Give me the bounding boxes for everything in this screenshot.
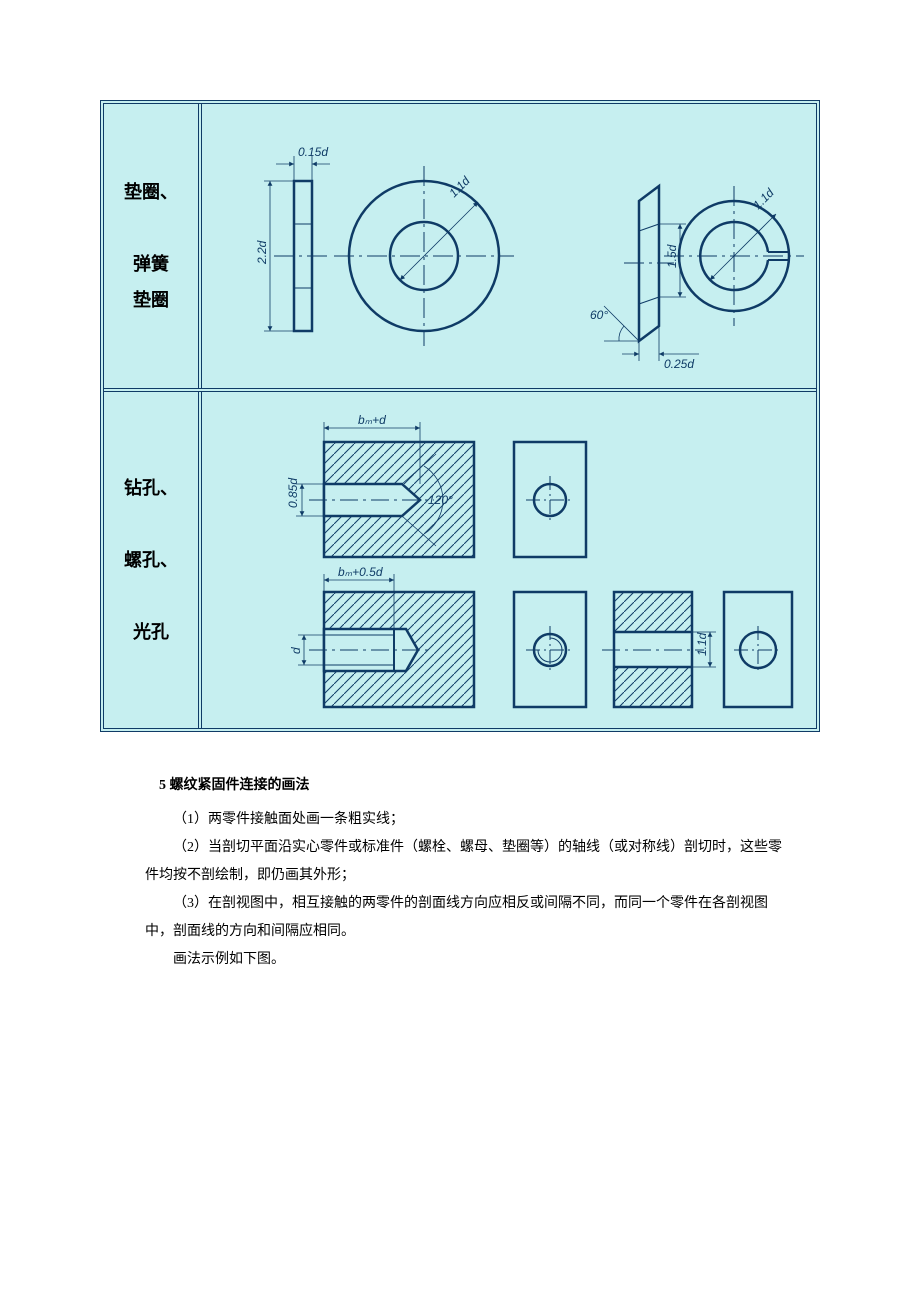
section-title: 5 螺纹紧固件连接的画法 [145, 772, 790, 800]
rule-1: （1）两零件接触面处画一条粗实线； [145, 806, 790, 834]
dim-drill-depth: bₘ+d [358, 413, 386, 427]
dim-tap-depth: bₘ+0.5d [338, 565, 383, 579]
technical-figure: 垫圈、 弹簧 垫圈 [100, 100, 820, 732]
figure-body-holes: bₘ+d 120° 0.85d [202, 392, 816, 728]
washer-svg: 0.15d 2.2d 1.1d [214, 116, 804, 376]
figure-row-washers: 垫圈、 弹簧 垫圈 [104, 104, 816, 392]
dim-through-dia: 1.1d [695, 632, 709, 656]
rule-3: （3）在剖视图中，相互接触的两零件的剖面线方向应相反或间隔不同，而同一个零件在各… [145, 890, 790, 946]
dim-spring-ang: 60° [590, 308, 608, 322]
tail-line: 画法示例如下图。 [145, 946, 790, 974]
holes-svg: bₘ+d 120° 0.85d [214, 404, 804, 716]
dim-drill-tip: 120° [428, 493, 453, 507]
dim-flat-thk: 0.15d [298, 145, 328, 159]
figure-row-holes: 钻孔、 螺孔、 光孔 [104, 392, 816, 728]
figure-body-washers: 0.15d 2.2d 1.1d [202, 104, 816, 388]
dim-spring-id: 1.1d [750, 185, 777, 212]
rule-2: （2）当剖切平面沿实心零件或标准件（螺栓、螺母、垫圈等）的轴线（或对称线）剖切时… [145, 834, 790, 890]
dim-flat-od: 2.2d [255, 240, 269, 265]
dim-tap-dia: d [289, 647, 303, 654]
dim-spring-thk: 0.25d [664, 357, 694, 371]
dim-drill-dia: 0.85d [286, 478, 300, 508]
text-content: 5 螺纹紧固件连接的画法 （1）两零件接触面处画一条粗实线； （2）当剖切平面沿… [100, 732, 820, 974]
figure-label-washers: 垫圈、 弹簧 垫圈 [104, 104, 202, 388]
figure-label-holes: 钻孔、 螺孔、 光孔 [104, 392, 202, 728]
